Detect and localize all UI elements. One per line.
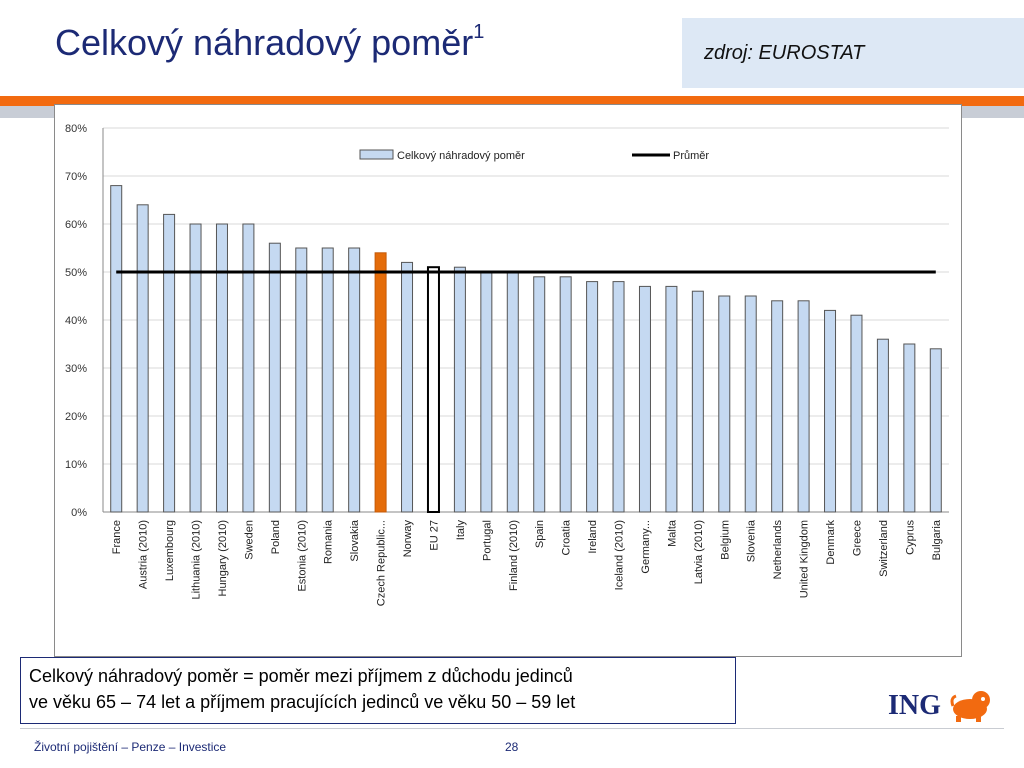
bar bbox=[929, 348, 942, 513]
x-tick-label: Malta bbox=[666, 519, 678, 547]
x-tick-label: Latvia (2010) bbox=[693, 520, 705, 584]
x-tick-label: Germany... bbox=[640, 520, 652, 574]
slide-title: Celkový náhradový poměr1 bbox=[55, 21, 485, 63]
bar bbox=[903, 343, 916, 513]
x-tick-label: Hungary (2010) bbox=[217, 520, 229, 596]
bar bbox=[691, 290, 704, 513]
x-tick-label: Spain bbox=[534, 520, 546, 548]
x-tick-label: Norway bbox=[402, 520, 414, 558]
x-tick-label: Greece bbox=[851, 520, 863, 556]
y-tick-label: 80% bbox=[65, 123, 87, 135]
bar bbox=[638, 285, 651, 513]
source-label: zdroj: EUROSTAT bbox=[704, 42, 865, 64]
x-tick-label: Denmark bbox=[825, 520, 837, 565]
y-tick-label: 60% bbox=[65, 219, 87, 231]
x-tick-label: Belgium bbox=[719, 520, 731, 560]
legend-label-bars: Celkový náhradový poměr bbox=[397, 150, 525, 162]
x-tick-label: Slovakia bbox=[349, 519, 361, 561]
x-tick-label: Slovenia bbox=[746, 519, 758, 562]
bar bbox=[295, 247, 308, 513]
x-tick-label: Luxembourg bbox=[164, 520, 176, 581]
x-tick-label: Cyprus bbox=[904, 520, 916, 555]
y-tick-label: 0% bbox=[71, 507, 87, 519]
bar bbox=[718, 295, 731, 513]
bar bbox=[348, 247, 361, 513]
chart-frame: 0% 10% 20% 30% 40% 50% 60% 70% 80% France Austria … bbox=[54, 104, 962, 657]
bar bbox=[506, 271, 519, 513]
x-tick-label: Lithuania (2010) bbox=[191, 520, 203, 600]
legend-label-average: Průměr bbox=[673, 150, 709, 162]
y-tick-label: 20% bbox=[65, 411, 87, 423]
bar bbox=[215, 223, 228, 513]
bar-chart: 0% 10% 20% 30% 40% 50% 60% 70% 80% France Austria … bbox=[65, 123, 949, 606]
bar bbox=[453, 266, 466, 513]
x-tick-label: Bulgaria bbox=[931, 519, 943, 560]
x-tick-label: Italy bbox=[455, 520, 467, 541]
x-tick-label: Switzerland bbox=[878, 520, 890, 577]
bar bbox=[559, 276, 572, 513]
bar bbox=[850, 314, 863, 513]
source-box: zdroj: EUROSTAT bbox=[682, 18, 1024, 88]
x-tick-label: Sweden bbox=[243, 520, 255, 560]
bar bbox=[612, 281, 625, 513]
bar bbox=[480, 271, 493, 513]
ing-logo: ING bbox=[888, 688, 998, 724]
x-tick-label: United Kingdom bbox=[799, 520, 811, 598]
y-tick-label: 10% bbox=[65, 459, 87, 471]
bar bbox=[771, 300, 784, 513]
bar bbox=[136, 204, 149, 513]
title-footnote-mark: 1 bbox=[473, 21, 485, 43]
x-tick-label: Estonia (2010) bbox=[296, 520, 308, 592]
y-tick-label: 50% bbox=[65, 267, 87, 279]
bar bbox=[374, 252, 387, 513]
lion-icon bbox=[950, 691, 990, 722]
bar bbox=[321, 247, 334, 513]
x-tick-label: Romania bbox=[323, 519, 335, 564]
x-tick-label: Portugal bbox=[481, 520, 493, 561]
footer-text: Životní pojištění – Penze – Investice bbox=[34, 740, 227, 754]
bar bbox=[268, 242, 281, 513]
bar bbox=[110, 185, 123, 513]
orange-divider bbox=[0, 96, 1024, 106]
bar bbox=[744, 295, 757, 513]
definition-line-2: ve věku 65 – 74 let a příjmem pracujícíc… bbox=[29, 692, 576, 712]
bar bbox=[586, 281, 599, 513]
bar bbox=[797, 300, 810, 513]
logo-text: ING bbox=[888, 690, 941, 721]
bar bbox=[533, 276, 546, 513]
x-tick-label: Croatia bbox=[561, 519, 573, 555]
page-number: 28 bbox=[505, 740, 519, 754]
footer-divider bbox=[20, 728, 1004, 729]
definition-line-1: Celkový náhradový poměr = poměr mezi pří… bbox=[29, 666, 573, 686]
x-tick-label: Finland (2010) bbox=[508, 520, 520, 591]
y-tick-label: 30% bbox=[65, 363, 87, 375]
bar bbox=[876, 338, 889, 513]
x-tick-label: Austria (2010) bbox=[138, 520, 150, 589]
x-tick-label: Czech Republic... bbox=[376, 520, 388, 606]
y-tick-label: 70% bbox=[65, 171, 87, 183]
legend-swatch-bars bbox=[359, 149, 394, 160]
bar bbox=[242, 223, 255, 513]
definition-box: Celkový náhradový poměr = poměr mezi pří… bbox=[20, 657, 736, 724]
x-tick-label: EU 27 bbox=[428, 520, 440, 551]
x-tick-label: Poland bbox=[270, 520, 282, 554]
bar bbox=[189, 223, 202, 513]
x-tick-label: Netherlands bbox=[772, 520, 784, 580]
x-tick-label: France bbox=[111, 520, 123, 554]
bar bbox=[401, 261, 414, 513]
y-tick-label: 40% bbox=[65, 315, 87, 327]
x-tick-label: Iceland (2010) bbox=[614, 520, 626, 590]
bar bbox=[163, 213, 176, 513]
bar bbox=[824, 309, 837, 513]
x-tick-label: Ireland bbox=[587, 520, 599, 554]
bar bbox=[665, 285, 678, 513]
bar bbox=[426, 266, 440, 513]
